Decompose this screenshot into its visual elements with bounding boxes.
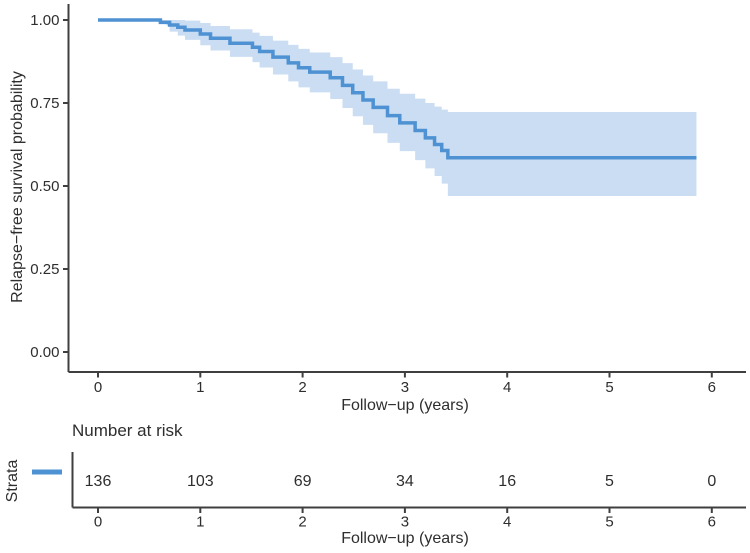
x-tick-label: 4 <box>503 379 511 396</box>
x-tick-label: 6 <box>708 379 716 396</box>
y-tick-label: 0.50 <box>30 178 59 195</box>
x-tick-label: 2 <box>298 379 306 396</box>
survival-curve <box>98 18 697 160</box>
x-tick-label: 3 <box>401 379 409 396</box>
risk-count: 34 <box>396 473 414 490</box>
y-axis-label: Relapse−free survival probability <box>9 71 26 303</box>
risk-x-tick-label: 4 <box>503 514 511 531</box>
risk-count: 103 <box>187 473 214 490</box>
x-tick-label: 0 <box>94 379 102 396</box>
risk-table-title: Number at risk <box>72 421 183 440</box>
y-tick-label: 0.25 <box>30 261 59 278</box>
risk-x-tick-label: 6 <box>708 514 716 531</box>
confidence-band <box>160 20 697 196</box>
risk-count: 16 <box>498 473 516 490</box>
y-tick-label: 0.00 <box>30 344 59 361</box>
y-tick-label: 0.75 <box>30 95 59 112</box>
risk-count: 69 <box>294 473 312 490</box>
risk-count: 0 <box>707 473 716 490</box>
risk-x-tick-label: 3 <box>401 514 409 531</box>
y-tick-label: 1.00 <box>30 12 59 29</box>
risk-table-x-axis-label: Follow−up (years) <box>341 530 469 547</box>
strata-label: Strata <box>4 459 21 503</box>
risk-x-tick-label: 2 <box>298 514 306 531</box>
risk-x-tick-label: 0 <box>94 514 102 531</box>
x-tick-label: 1 <box>196 379 204 396</box>
x-tick-label: 5 <box>605 379 613 396</box>
risk-x-tick-label: 5 <box>605 514 613 531</box>
risk-count: 5 <box>605 473 614 490</box>
risk-count: 136 <box>85 473 112 490</box>
risk-x-tick-label: 1 <box>196 514 204 531</box>
x-axis-label: Follow−up (years) <box>341 397 469 414</box>
